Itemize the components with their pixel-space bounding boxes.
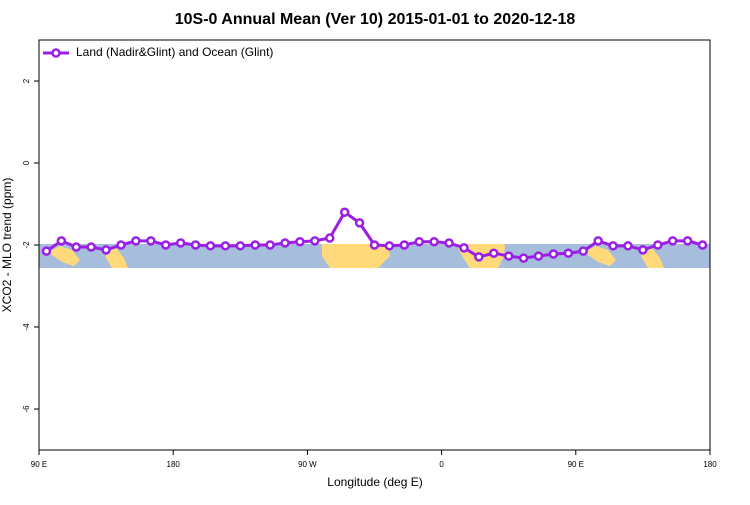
point — [399, 240, 410, 250]
chart-title: 10S-0 Annual Mean (Ver 10) 2015-01-01 to… — [175, 11, 576, 28]
point — [71, 242, 82, 252]
point — [623, 241, 633, 251]
point — [444, 238, 454, 248]
point — [638, 245, 648, 255]
legend-marker — [51, 48, 61, 58]
point — [310, 236, 320, 246]
point — [339, 207, 350, 217]
point — [86, 242, 96, 252]
point — [414, 236, 424, 247]
point — [667, 236, 678, 246]
point — [354, 218, 365, 228]
point — [146, 236, 156, 246]
point — [682, 236, 693, 246]
point — [220, 241, 231, 251]
x-tick-label: 90 W — [298, 460, 317, 469]
legend-label: Land (Nadir&Glint) and Ocean (Glint) — [76, 45, 273, 59]
x-tick-label: 180 — [167, 460, 181, 469]
x-tick-label: 180 — [703, 460, 717, 469]
point — [280, 238, 290, 248]
point — [265, 240, 275, 250]
point — [593, 236, 603, 246]
point — [369, 240, 380, 250]
y-tick-label: -2 — [22, 241, 31, 249]
x-axis-label: Longitude (deg E) — [327, 475, 422, 489]
point — [116, 240, 126, 250]
x-tick-label: 0 — [439, 460, 444, 469]
point — [56, 236, 67, 246]
point — [459, 243, 469, 253]
y-tick-label: -6 — [22, 405, 31, 413]
y-tick-label: -4 — [22, 323, 31, 331]
point — [608, 241, 618, 251]
x-tick-label: 90 E — [568, 460, 584, 469]
point — [518, 253, 529, 263]
point — [325, 233, 335, 243]
point — [41, 246, 52, 256]
point — [235, 241, 246, 251]
point — [429, 236, 439, 247]
y-axis-label: XCO2 - MLO trend (ppm) — [0, 178, 14, 313]
point — [489, 248, 499, 258]
point — [384, 241, 395, 251]
point — [578, 246, 589, 256]
point — [474, 252, 484, 262]
point — [190, 240, 201, 250]
point — [101, 245, 111, 255]
point — [175, 238, 186, 248]
point — [250, 240, 260, 250]
point — [160, 240, 171, 250]
point — [653, 240, 663, 250]
point — [503, 251, 514, 261]
point — [697, 240, 708, 250]
point — [533, 251, 544, 261]
point — [205, 241, 216, 251]
x-tick-label: 90 E — [31, 460, 47, 469]
point — [295, 236, 305, 247]
point — [131, 236, 141, 246]
y-tick-label: 0 — [22, 160, 31, 165]
y-tick-label: 2 — [22, 78, 31, 83]
point — [563, 248, 574, 258]
point — [548, 249, 559, 259]
